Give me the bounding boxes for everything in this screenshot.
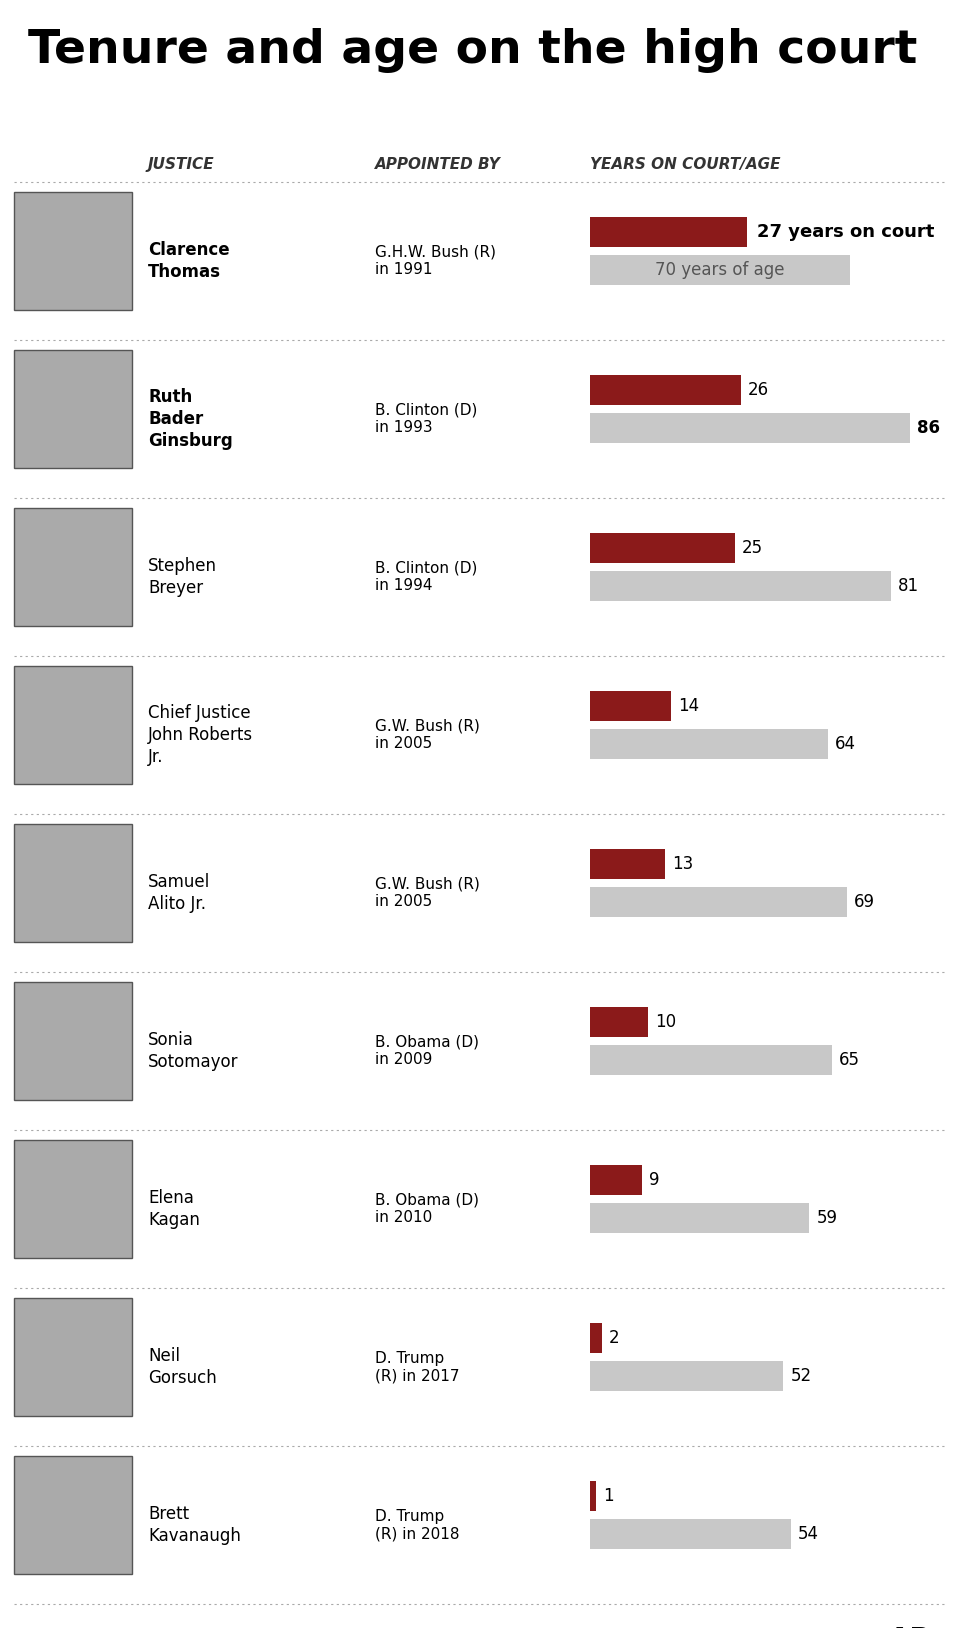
Text: 1: 1 — [603, 1486, 613, 1504]
Bar — [590, 254, 851, 285]
Text: APPOINTED BY: APPOINTED BY — [375, 156, 501, 173]
Bar — [590, 374, 741, 405]
Text: 52: 52 — [790, 1368, 811, 1385]
Text: Chief Justice
John Roberts
Jr.: Chief Justice John Roberts Jr. — [148, 705, 253, 765]
Text: 81: 81 — [899, 576, 920, 594]
Bar — [590, 217, 747, 247]
Text: YEARS ON COURT/AGE: YEARS ON COURT/AGE — [590, 156, 780, 173]
Bar — [590, 729, 828, 759]
Bar — [14, 350, 132, 467]
Text: 2: 2 — [609, 1328, 619, 1346]
Text: 54: 54 — [798, 1525, 819, 1543]
Text: 14: 14 — [678, 697, 699, 715]
Bar — [590, 1203, 809, 1232]
Bar — [590, 1006, 648, 1037]
Text: 13: 13 — [672, 855, 694, 873]
Text: D. Trump
(R) in 2018: D. Trump (R) in 2018 — [375, 1509, 460, 1542]
Text: 59: 59 — [816, 1208, 837, 1228]
Bar — [590, 532, 735, 563]
Text: AP: AP — [889, 1626, 931, 1628]
Text: B. Clinton (D)
in 1994: B. Clinton (D) in 1994 — [375, 560, 477, 594]
Bar — [590, 887, 847, 917]
Text: Neil
Gorsuch: Neil Gorsuch — [148, 1348, 217, 1387]
Bar — [590, 414, 910, 443]
Text: 70 years of age: 70 years of age — [656, 260, 785, 278]
Text: JUSTICE: JUSTICE — [148, 156, 215, 173]
Bar — [14, 982, 132, 1101]
Bar — [590, 1324, 602, 1353]
Text: 25: 25 — [742, 539, 763, 557]
Bar — [590, 690, 671, 721]
Text: B. Obama (D)
in 2009: B. Obama (D) in 2009 — [375, 1034, 479, 1068]
Text: Ruth
Bader
Ginsburg: Ruth Bader Ginsburg — [148, 389, 232, 449]
Text: 65: 65 — [839, 1050, 860, 1068]
Text: D. Trump
(R) in 2017: D. Trump (R) in 2017 — [375, 1351, 460, 1384]
Bar — [590, 571, 891, 601]
Text: G.H.W. Bush (R)
in 1991: G.H.W. Bush (R) in 1991 — [375, 244, 496, 277]
Bar — [590, 1481, 596, 1511]
Bar — [14, 508, 132, 627]
Bar — [14, 1140, 132, 1258]
Text: G.W. Bush (R)
in 2005: G.W. Bush (R) in 2005 — [375, 718, 480, 752]
Bar — [14, 666, 132, 785]
Text: Brett
Kavanaugh: Brett Kavanaugh — [148, 1506, 241, 1545]
Bar — [590, 1164, 642, 1195]
Bar — [590, 1045, 831, 1074]
Bar — [14, 1298, 132, 1416]
Text: Sonia
Sotomayor: Sonia Sotomayor — [148, 1031, 238, 1071]
Bar — [590, 1361, 783, 1390]
Text: Tenure and age on the high court: Tenure and age on the high court — [28, 28, 918, 73]
Text: 26: 26 — [748, 381, 769, 399]
Text: G.W. Bush (R)
in 2005: G.W. Bush (R) in 2005 — [375, 876, 480, 910]
Text: Elena
Kagan: Elena Kagan — [148, 1188, 200, 1229]
Text: Samuel
Alito Jr.: Samuel Alito Jr. — [148, 873, 210, 913]
Text: 64: 64 — [835, 734, 856, 752]
Bar — [14, 1455, 132, 1574]
Text: 9: 9 — [649, 1171, 660, 1188]
Text: B. Obama (D)
in 2010: B. Obama (D) in 2010 — [375, 1192, 479, 1226]
Bar — [590, 1519, 791, 1548]
Bar — [590, 848, 665, 879]
Text: Clarence
Thomas: Clarence Thomas — [148, 241, 229, 280]
Bar — [14, 192, 132, 309]
Text: 10: 10 — [655, 1013, 676, 1031]
Text: Stephen
Breyer: Stephen Breyer — [148, 557, 217, 597]
Text: 27 years on court: 27 years on court — [756, 223, 934, 241]
Text: 86: 86 — [917, 418, 940, 436]
Text: B. Clinton (D)
in 1993: B. Clinton (D) in 1993 — [375, 402, 477, 436]
Text: 69: 69 — [853, 892, 875, 910]
Bar — [14, 824, 132, 943]
